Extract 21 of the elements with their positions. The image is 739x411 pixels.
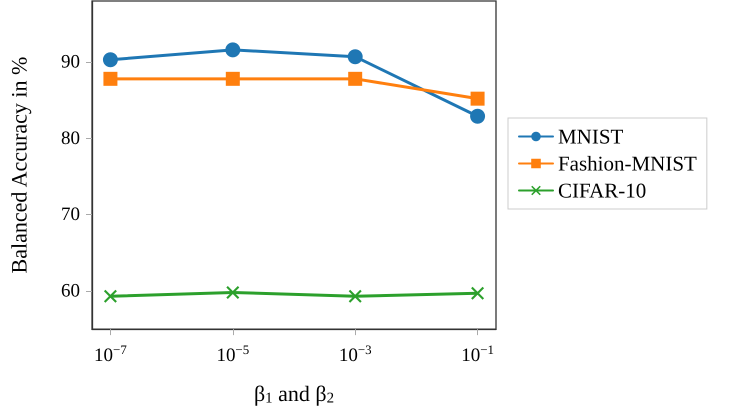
legend-label: Fashion-MNIST bbox=[558, 152, 698, 176]
point bbox=[226, 72, 240, 86]
y-tick-label: 80 bbox=[61, 128, 80, 149]
y-tick-label: 70 bbox=[61, 204, 80, 226]
y-tick-label: 60 bbox=[61, 280, 80, 302]
y-tick-label: 90 bbox=[61, 52, 80, 73]
point bbox=[348, 49, 363, 64]
point bbox=[471, 286, 484, 300]
point bbox=[225, 42, 240, 58]
y-axis-title: Balanced Accuracy in % bbox=[6, 56, 32, 274]
x-axis-title: β1 and β2 bbox=[254, 381, 334, 406]
point bbox=[470, 108, 486, 124]
point bbox=[470, 92, 485, 106]
legend-label: MNIST bbox=[558, 124, 624, 148]
point bbox=[226, 286, 240, 299]
point bbox=[103, 72, 118, 86]
point bbox=[104, 290, 117, 303]
point bbox=[102, 52, 118, 68]
point bbox=[348, 290, 362, 303]
legend-label: CIFAR-10 bbox=[558, 178, 646, 202]
point bbox=[348, 72, 362, 86]
